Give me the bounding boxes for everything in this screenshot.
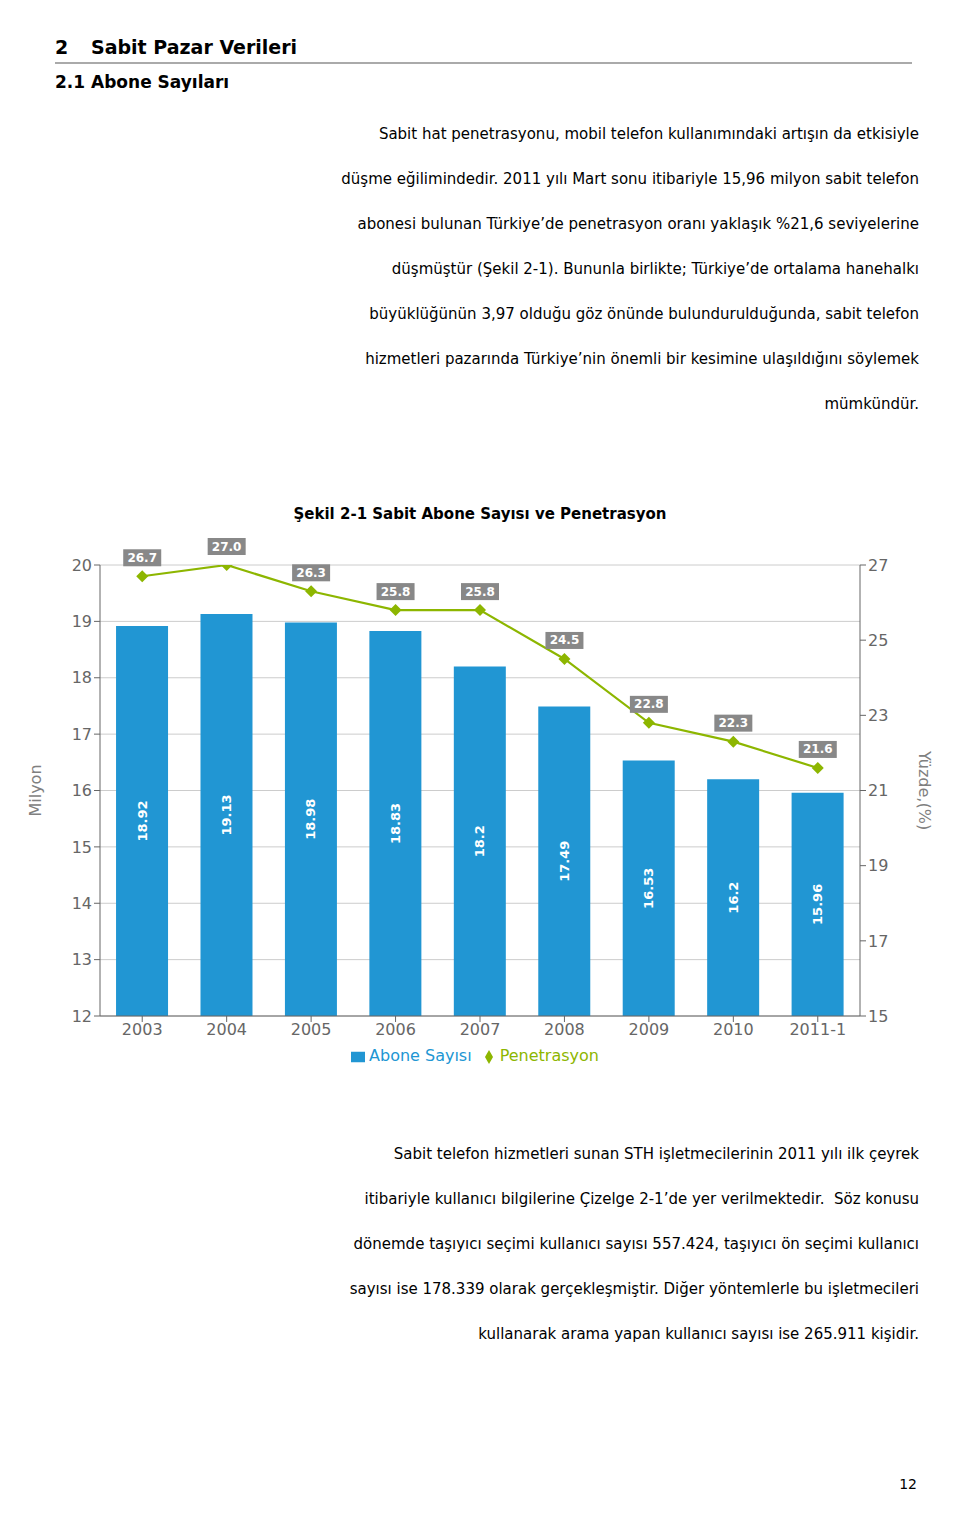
svg-text:19: 19 — [868, 856, 888, 875]
html-text:2: 2 — [55, 36, 69, 58]
svg-text:2007: 2007 — [460, 1020, 501, 1039]
svg-text:15: 15 — [868, 1007, 888, 1026]
html-text:Sabit telefon hizmetleri sunan: Sabit telefon hizmetleri sunan STH işlet… — [393, 1145, 919, 1163]
svg-text:2011-1: 2011-1 — [789, 1020, 846, 1039]
svg-text:22.8: 22.8 — [634, 697, 664, 711]
svg-text:2003: 2003 — [122, 1020, 163, 1039]
svg-text:15: 15 — [72, 838, 92, 857]
svg-text:16.2: 16.2 — [726, 882, 741, 914]
svg-text:17: 17 — [72, 725, 92, 744]
html-text:sayısı ise 178.339 olarak gerç: sayısı ise 178.339 olarak gerçekleşmişti… — [349, 1280, 919, 1298]
svg-text:2006: 2006 — [375, 1020, 416, 1039]
svg-text:26.3: 26.3 — [296, 566, 326, 580]
svg-text:27.0: 27.0 — [212, 540, 242, 554]
svg-text:14: 14 — [72, 894, 92, 913]
html-text:Sabit Pazar Verileri: Sabit Pazar Verileri — [91, 36, 298, 58]
svg-text:25.8: 25.8 — [381, 585, 411, 599]
svg-text:19.13: 19.13 — [219, 794, 234, 835]
svg-text:Yüzde,(%): Yüzde,(%) — [915, 750, 934, 830]
svg-text:18: 18 — [72, 668, 92, 687]
svg-text:18.83: 18.83 — [388, 803, 403, 844]
html-text:abonesi bulunan Türkiye’de pen: abonesi bulunan Türkiye’de penetrasyon o… — [357, 215, 919, 233]
svg-text:17.49: 17.49 — [557, 841, 572, 882]
svg-text:19: 19 — [72, 612, 92, 631]
svg-text:16.53: 16.53 — [641, 868, 656, 909]
svg-text:12: 12 — [72, 1007, 92, 1026]
svg-text:23: 23 — [868, 706, 888, 725]
svg-text:2004: 2004 — [206, 1020, 247, 1039]
html-text:büyüklüğünün 3,97 olduğu göz ö: büyüklüğünün 3,97 olduğu göz önünde bulu… — [369, 305, 919, 323]
html-text:hizmetleri pazarında Türkiye’n: hizmetleri pazarında Türkiye’nin önemli … — [365, 350, 919, 368]
svg-text:17: 17 — [868, 932, 888, 951]
html-text:itibariyle kullanıcı bilgileri: itibariyle kullanıcı bilgilerine Çizelge… — [364, 1190, 919, 1208]
html-text:düşmüştür (Şekil 2-1). Bununla: düşmüştür (Şekil 2-1). Bununla birlikte;… — [391, 260, 919, 278]
html-text:Penetrasyon: Penetrasyon — [499, 1046, 599, 1065]
svg-text:2009: 2009 — [629, 1020, 670, 1039]
svg-text:18.2: 18.2 — [472, 825, 487, 857]
html-text:Sabit hat penetrasyonu, mobil: Sabit hat penetrasyonu, mobil telefon ku… — [378, 125, 919, 143]
svg-text:13: 13 — [72, 950, 92, 969]
html-text:2.1 Abone Sayıları: 2.1 Abone Sayıları — [55, 72, 230, 92]
svg-text:24.5: 24.5 — [550, 633, 580, 647]
html-text:12: 12 — [899, 1476, 917, 1492]
svg-text:25: 25 — [868, 631, 888, 650]
svg-text:27: 27 — [868, 556, 888, 575]
html-text:mümkündür.: mümkündür. — [824, 395, 919, 413]
html-text:Şekil 2-1 Sabit Abone Sayısı v: Şekil 2-1 Sabit Abone Sayısı ve Penetras… — [293, 505, 667, 523]
svg-text:21: 21 — [868, 781, 888, 800]
svg-text:22.3: 22.3 — [719, 716, 749, 730]
html-text:Abone Sayısı: Abone Sayısı — [369, 1046, 472, 1065]
svg-text:2005: 2005 — [291, 1020, 332, 1039]
svg-text:18.98: 18.98 — [303, 799, 318, 840]
svg-text:16: 16 — [72, 781, 92, 800]
svg-text:18.92: 18.92 — [135, 800, 150, 841]
svg-text:26.7: 26.7 — [127, 551, 157, 565]
svg-text:20: 20 — [72, 556, 92, 575]
svg-text:25.8: 25.8 — [465, 585, 495, 599]
svg-text:2010: 2010 — [713, 1020, 754, 1039]
html-text:düşme eğilimindedir. 2011 yılı: düşme eğilimindedir. 2011 yılı Mart sonu… — [341, 170, 919, 188]
svg-text:15.96: 15.96 — [810, 884, 825, 925]
svg-text:21.6: 21.6 — [803, 742, 833, 756]
svg-text:2008: 2008 — [544, 1020, 585, 1039]
html-text:dönemde taşıyıcı seçimi kullan: dönemde taşıyıcı seçimi kullanıcı sayısı… — [353, 1235, 919, 1253]
html-text:kullanarak arama yapan kullanı: kullanarak arama yapan kullanıcı sayısı … — [478, 1325, 919, 1343]
svg-text:Milyon: Milyon — [26, 764, 45, 816]
